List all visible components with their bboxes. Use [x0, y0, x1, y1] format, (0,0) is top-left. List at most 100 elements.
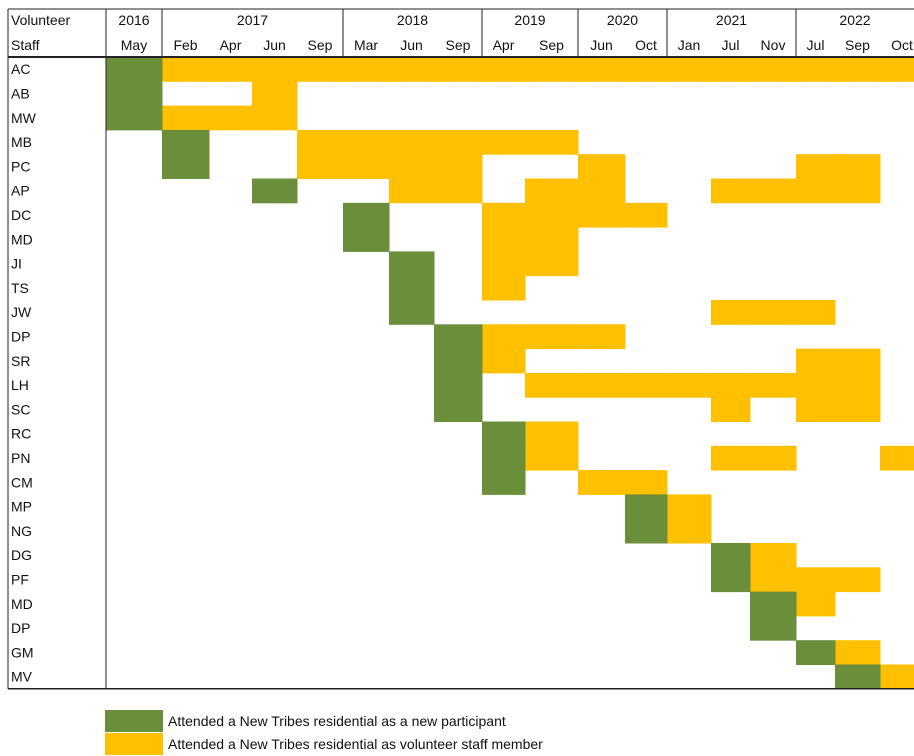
- staff-cell: [625, 57, 668, 82]
- staff-cell: [578, 324, 626, 350]
- staff-cell: [389, 129, 435, 155]
- month-label-3: Jun: [263, 37, 286, 53]
- row-label: MB: [11, 134, 32, 150]
- staff-cell: [162, 105, 210, 131]
- participant-cell: [835, 664, 881, 690]
- row-label: JI: [11, 256, 22, 272]
- participant-cell: [252, 178, 298, 204]
- month-label-16: Sep: [845, 37, 870, 53]
- staff-cell: [711, 397, 751, 422]
- participant-cell: [162, 154, 210, 179]
- staff-cell: [750, 372, 797, 398]
- participant-cell: [106, 81, 163, 107]
- staff-cell: [209, 57, 253, 82]
- month-label-2: Apr: [220, 37, 242, 53]
- staff-cell: [434, 57, 483, 82]
- year-label-2018: 2018: [397, 12, 428, 28]
- staff-cell: [482, 129, 526, 155]
- staff-cell: [835, 372, 881, 398]
- staff-cell: [434, 178, 483, 204]
- staff-cell: [625, 372, 668, 398]
- staff-cell: [796, 567, 836, 593]
- year-label-2022: 2022: [839, 12, 870, 28]
- staff-cell: [525, 421, 579, 447]
- staff-cell: [796, 348, 836, 374]
- participant-cell: [625, 494, 668, 520]
- month-label-6: Jun: [400, 37, 423, 53]
- participant-cell: [343, 202, 390, 228]
- legend-item-participant: Attended a New Tribes residential as a n…: [105, 709, 543, 732]
- staff-cell: [835, 57, 881, 82]
- staff-cell: [667, 494, 712, 520]
- staff-cell: [835, 348, 881, 374]
- staff-cell: [880, 57, 914, 82]
- staff-cell: [750, 445, 797, 471]
- staff-cell: [209, 105, 253, 131]
- staff-cell: [625, 202, 668, 228]
- staff-cell: [796, 154, 836, 179]
- participant-cell: [434, 397, 483, 422]
- staff-cell: [835, 154, 881, 179]
- staff-cell: [796, 591, 836, 617]
- row-label: SC: [11, 401, 30, 417]
- staff-cell: [389, 178, 435, 204]
- staff-cell: [625, 470, 668, 495]
- staff-cell: [525, 202, 579, 228]
- staff-cell: [796, 300, 836, 325]
- staff-cell: [525, 372, 579, 398]
- month-label-5: Mar: [354, 37, 378, 53]
- participant-cell: [482, 470, 526, 495]
- row-label: GM: [11, 644, 34, 660]
- staff-cell: [750, 178, 797, 204]
- staff-cell: [252, 105, 298, 131]
- staff-cell: [525, 324, 579, 350]
- participant-cell: [482, 421, 526, 447]
- staff-cell: [750, 300, 797, 325]
- staff-cell: [667, 57, 712, 82]
- participant-cell: [750, 615, 797, 641]
- staff-cell: [297, 129, 344, 155]
- row-label: MD: [11, 231, 33, 247]
- row-label: NG: [11, 523, 32, 539]
- row-label: PN: [11, 450, 30, 466]
- participant-cell: [106, 105, 163, 131]
- row-label: CM: [11, 474, 33, 490]
- participant-cell: [343, 227, 390, 252]
- participant-cell: [389, 275, 435, 301]
- staff-cell: [667, 372, 712, 398]
- legend-swatch-staff: [105, 732, 163, 755]
- staff-cell: [482, 57, 526, 82]
- staff-cell: [434, 154, 483, 179]
- header-layer: Volunteer Staff 2016 2017 2018 2019 2020 2021…: [11, 12, 913, 53]
- legend-item-staff: Attended a New Tribes residential as vol…: [105, 732, 543, 755]
- staff-cell: [525, 178, 579, 204]
- staff-cell: [578, 202, 626, 228]
- staff-cell: [482, 324, 526, 350]
- row-labels: AC AB MW MB PC AP DC MD JI TS JW DP SR LH SC RC PN CM MP NG…: [11, 61, 37, 685]
- row-label: MP: [11, 499, 32, 515]
- participant-cell: [711, 567, 751, 593]
- staff-cell: [578, 470, 626, 495]
- month-label-0: May: [121, 37, 147, 53]
- legend-label-participant: Attended a New Tribes residential as a n…: [168, 712, 506, 729]
- row-label: MV: [11, 669, 33, 685]
- row-label: DP: [11, 620, 30, 636]
- staff-cell: [750, 567, 797, 593]
- year-label-2016: 2016: [118, 12, 149, 28]
- month-label-7: Sep: [446, 37, 471, 53]
- row-label: AP: [11, 183, 30, 199]
- staff-cell: [525, 57, 579, 82]
- header-volunteer: Volunteer: [11, 12, 70, 28]
- row-label: DP: [11, 328, 30, 344]
- staff-cell: [880, 445, 914, 471]
- row-label: MD: [11, 596, 33, 612]
- month-label-15: Jul: [807, 37, 825, 53]
- row-label: MW: [11, 110, 37, 126]
- month-label-9: Sep: [539, 37, 564, 53]
- legend-label-staff: Attended a New Tribes residential as vol…: [168, 735, 543, 752]
- staff-cell: [525, 251, 579, 277]
- legend: Attended a New Tribes residential as a n…: [105, 709, 543, 755]
- staff-cell: [750, 57, 797, 82]
- year-label-2019: 2019: [514, 12, 545, 28]
- staff-cell: [389, 57, 435, 82]
